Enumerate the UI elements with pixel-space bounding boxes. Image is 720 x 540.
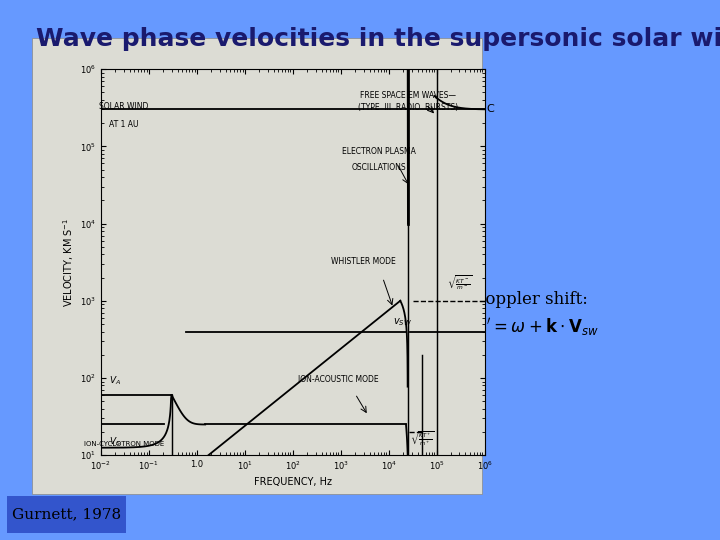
Text: $f_c^-$: $f_c^-$ [402, 465, 413, 478]
Text: OSCILLATIONS: OSCILLATIONS [351, 163, 406, 172]
Text: (TYPE  III  RADIO  BURSTS): (TYPE III RADIO BURSTS) [358, 103, 458, 112]
FancyBboxPatch shape [7, 496, 126, 533]
Text: $V_A$: $V_A$ [109, 375, 122, 387]
Text: C: C [486, 105, 494, 114]
Text: Doppler shift:: Doppler shift: [472, 291, 588, 308]
Y-axis label: VELOCITY, KM S$^{-1}$: VELOCITY, KM S$^{-1}$ [60, 218, 76, 307]
Text: Wave phase velocities in the supersonic solar wind: Wave phase velocities in the supersonic … [36, 27, 720, 51]
Text: $\omega' = \omega + \mathbf{k} \cdot \mathbf{V}_{sw}$: $\omega' = \omega + \mathbf{k} \cdot \ma… [472, 316, 598, 338]
Text: $v_{SW}$: $v_{SW}$ [393, 316, 413, 328]
Text: SOLAR WIND: SOLAR WIND [99, 103, 148, 111]
Text: $f_c^+$: $f_c^+$ [166, 465, 177, 479]
Text: $V_S$: $V_S$ [109, 436, 121, 448]
Text: AT 1 AU: AT 1 AU [109, 120, 138, 129]
Text: $\sqrt{\frac{KT^+}{m^+}}$: $\sqrt{\frac{KT^+}{m^+}}$ [410, 429, 434, 448]
X-axis label: FREQUENCY, Hz: FREQUENCY, Hz [253, 477, 332, 487]
Text: FREE SPACE EM WAVES—: FREE SPACE EM WAVES— [360, 91, 456, 100]
Text: Gurnett, 1978: Gurnett, 1978 [12, 508, 121, 522]
Text: ION-ACOUSTIC MODE: ION-ACOUSTIC MODE [297, 375, 378, 384]
Text: ELECTRON PLASMA: ELECTRON PLASMA [342, 147, 415, 156]
Text: $f_p^-$: $f_p^-$ [431, 465, 442, 479]
FancyBboxPatch shape [32, 38, 482, 494]
Text: $\sqrt{\frac{KT^-}{m^-}}$: $\sqrt{\frac{KT^-}{m^-}}$ [446, 273, 472, 293]
Text: ION-CYCLOTRON MODE: ION-CYCLOTRON MODE [84, 441, 164, 448]
Text: WHISTLER MODE: WHISTLER MODE [331, 257, 396, 266]
Text: $f_p^+$: $f_p^+$ [417, 465, 428, 480]
